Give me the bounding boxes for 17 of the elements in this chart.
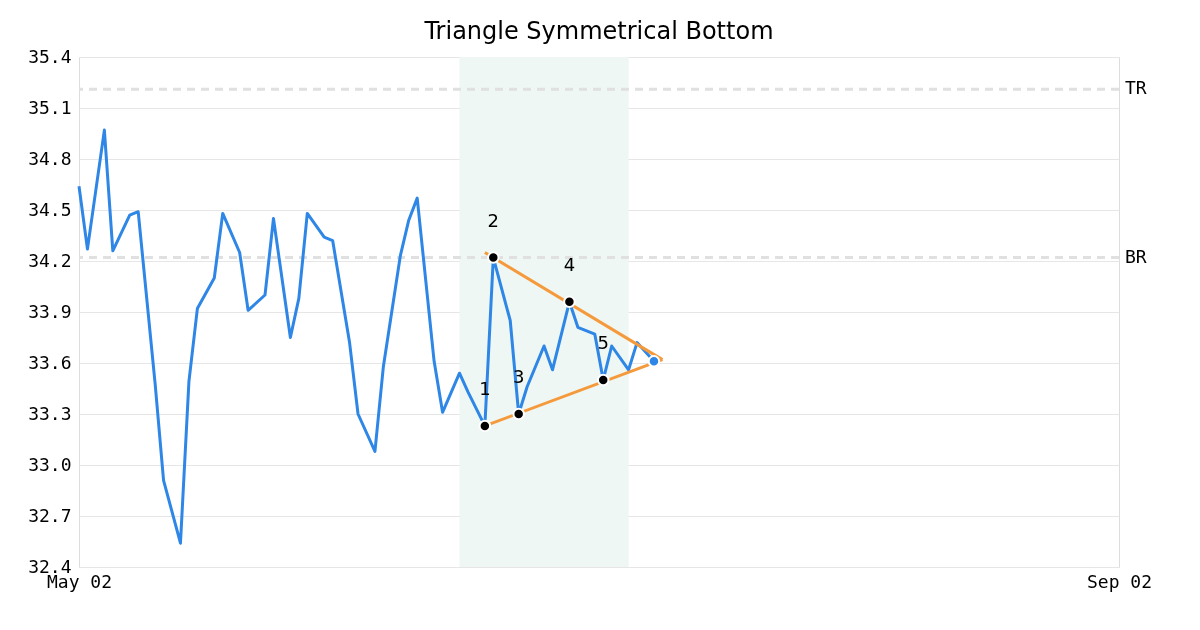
chart-title: Triangle Symmetrical Bottom (423, 17, 774, 45)
annotation: 4 (563, 253, 576, 275)
y-tick-label: 34.5 (28, 198, 72, 220)
y-tick-label: 33.6 (28, 351, 72, 373)
y-tick-label: 34.2 (28, 249, 72, 271)
ref-line-label: BR (1125, 245, 1147, 267)
y-tick-label: 33.3 (28, 402, 72, 424)
ref-line-label: TR (1125, 77, 1147, 99)
x-tick-label: Sep 02 (1086, 570, 1153, 592)
y-tick-label: 35.4 (28, 45, 72, 67)
annotation: 5 (597, 332, 609, 353)
y-tick-label: 32.7 (28, 504, 72, 526)
y-tick-label: 35.1 (28, 96, 72, 118)
annotation: 2 (487, 209, 500, 231)
y-tick-label: 34.8 (28, 147, 72, 169)
y-tick-label: 33.9 (28, 300, 72, 322)
y-tick-label: 33.0 (28, 453, 72, 475)
